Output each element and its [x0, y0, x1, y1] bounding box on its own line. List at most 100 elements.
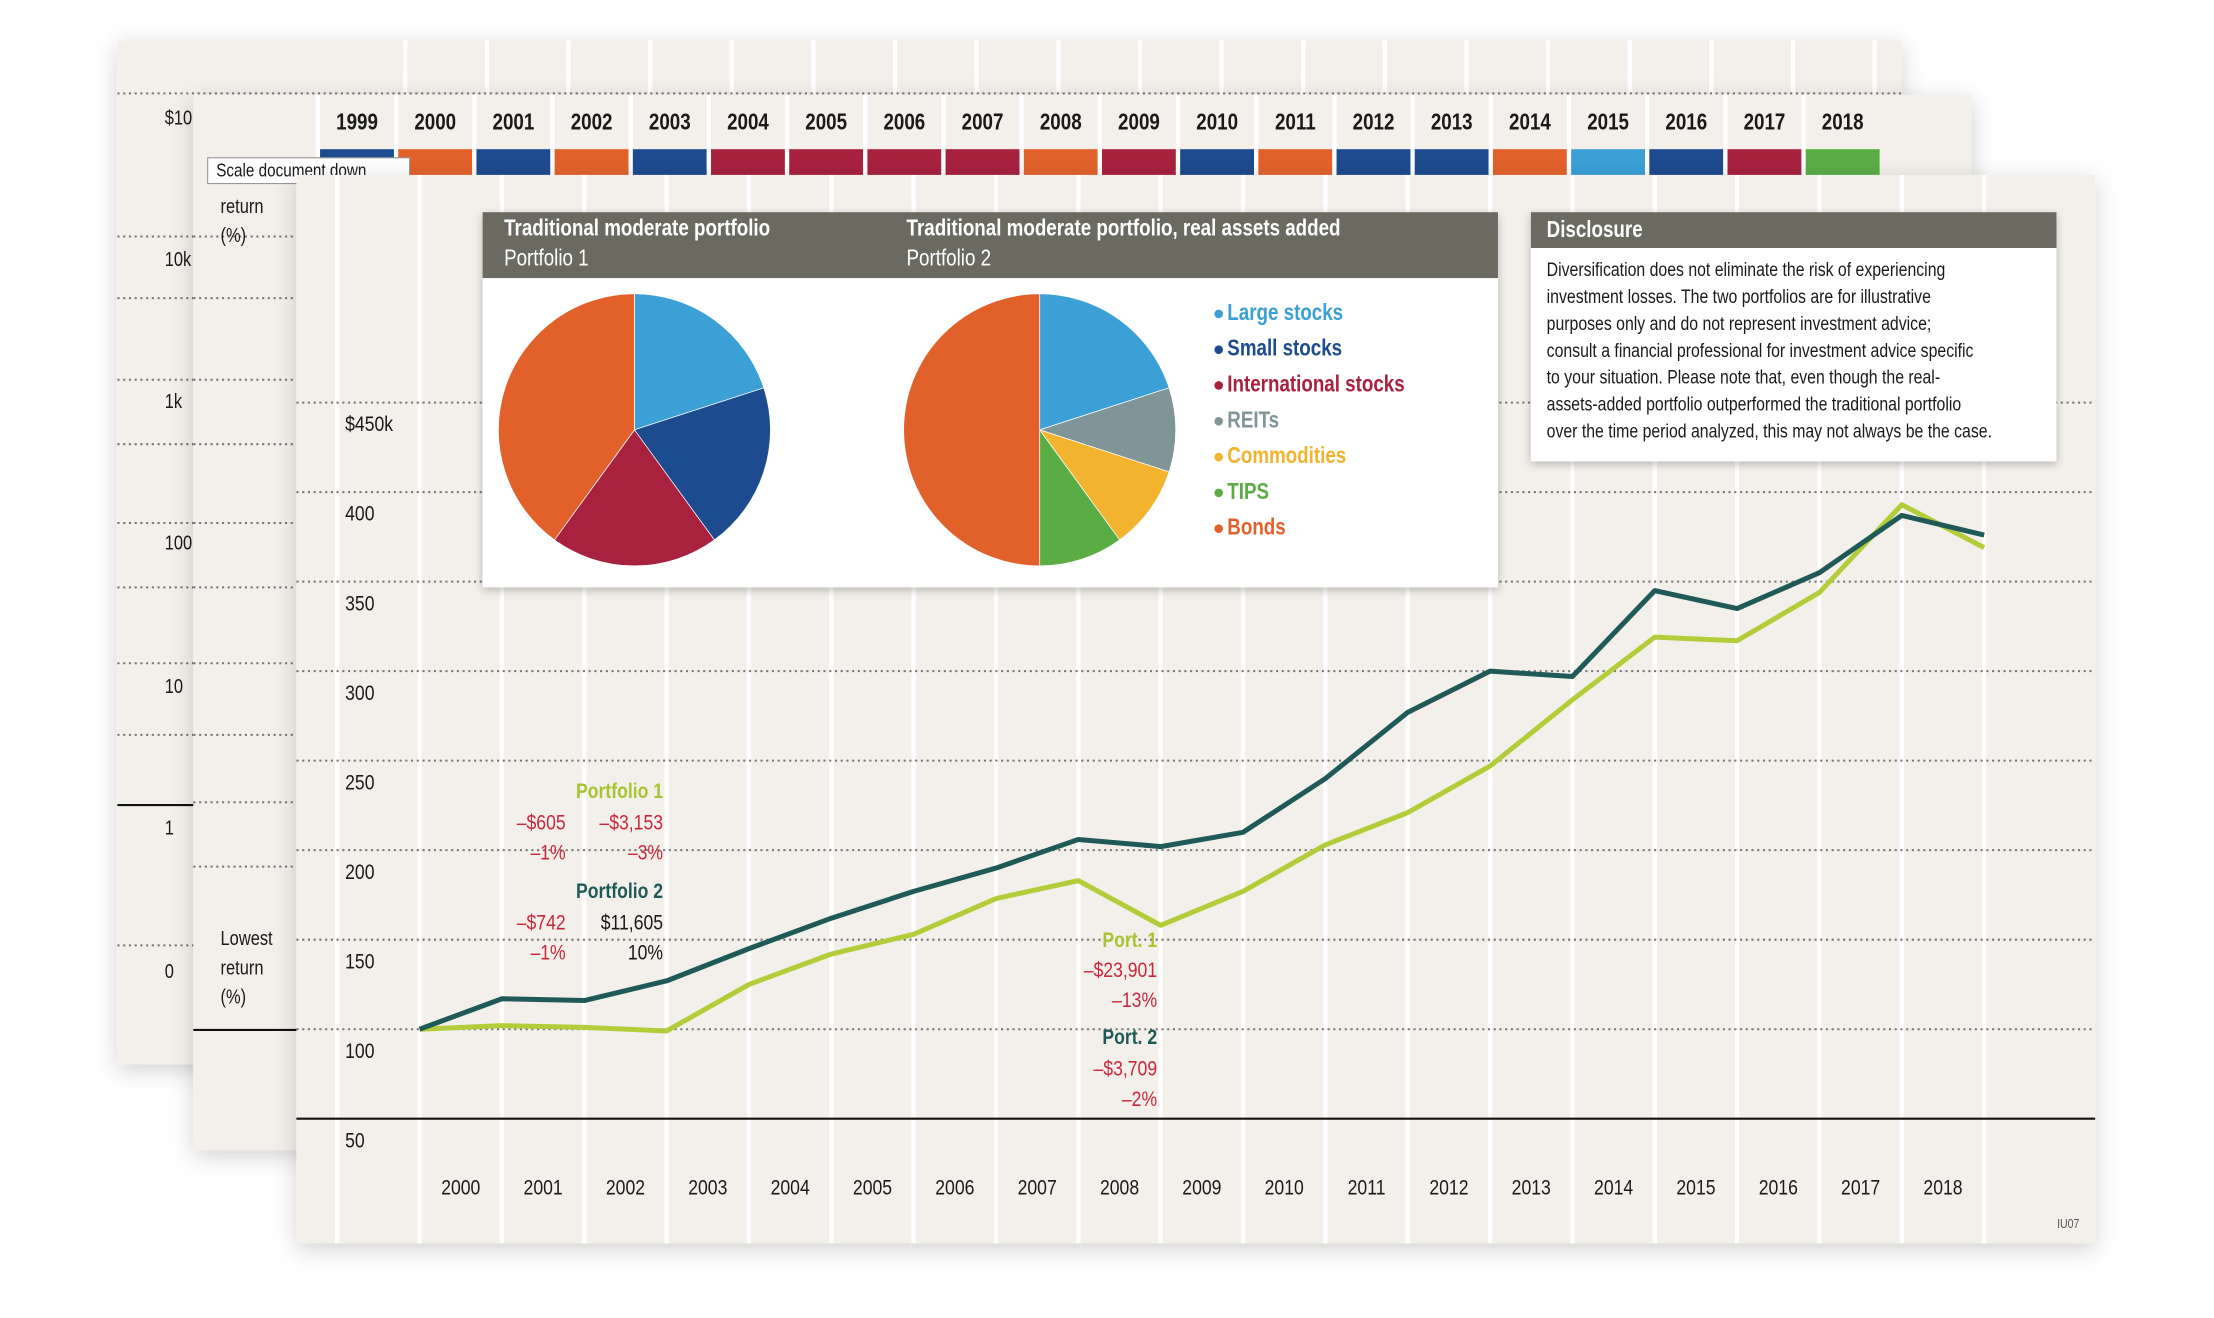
return-cell — [945, 149, 1020, 175]
pie-subtitle: Portfolio 2 — [907, 246, 992, 271]
return-cell — [1414, 149, 1489, 175]
return-cell — [1101, 149, 1176, 175]
back-axis-label: 10k — [165, 248, 192, 271]
annotation: –3% — [628, 841, 663, 865]
return-cell — [1727, 149, 1802, 175]
y-tick-label: 50 — [345, 1129, 365, 1153]
row-label: Lowest — [221, 926, 273, 949]
annotation: –1% — [530, 841, 565, 865]
back-axis-label: 1k — [165, 389, 183, 412]
pie-panel-header — [482, 212, 1498, 279]
legend-bullet — [1214, 416, 1223, 426]
x-tick-label: 2006 — [935, 1176, 974, 1200]
year-header: 2003 — [649, 110, 691, 135]
annotation: –$605 — [517, 811, 566, 835]
year-header: 2015 — [1587, 110, 1629, 135]
y-tick-label: 400 — [345, 502, 374, 526]
figure-code: IU07 — [2057, 1217, 2079, 1231]
x-tick-label: 2014 — [1594, 1176, 1633, 1200]
legend-bullet — [1214, 381, 1223, 390]
return-cell — [1571, 149, 1646, 175]
x-tick-label: 2012 — [1429, 1176, 1468, 1200]
year-header: 2009 — [1118, 110, 1160, 135]
pie-slice — [1038, 429, 1170, 541]
annotation: –1% — [530, 941, 565, 965]
return-cell — [1258, 149, 1333, 175]
y-tick-label: 350 — [345, 592, 374, 616]
disclosure-title: Disclosure — [1547, 217, 1643, 242]
x-tick-label: 2007 — [1018, 1176, 1057, 1200]
x-tick-label: 2016 — [1759, 1176, 1798, 1200]
year-header: 2006 — [883, 110, 925, 135]
year-header: 2002 — [571, 110, 613, 135]
return-cell — [632, 149, 707, 175]
return-cell — [789, 149, 864, 175]
annotation: $11,605 — [601, 911, 663, 935]
annotation: –$3,709 — [1093, 1057, 1157, 1081]
year-header: 2017 — [1744, 110, 1786, 135]
year-header: 1999 — [336, 110, 378, 135]
series-line — [418, 512, 1985, 1032]
x-tick-label: 2010 — [1265, 1176, 1304, 1200]
back-axis-label: 100 — [165, 531, 192, 554]
y-tick-label: 300 — [345, 681, 374, 705]
back-axis-label: 0 — [165, 959, 174, 982]
year-header: 2014 — [1509, 110, 1551, 135]
pie-slice — [1038, 387, 1177, 473]
disclosure-line: investment losses. The two portfolios ar… — [1547, 285, 1931, 307]
pie-subtitle: Portfolio 1 — [504, 246, 589, 271]
pie-slice — [498, 293, 635, 541]
x-tick-label: 2008 — [1100, 1176, 1139, 1200]
legend-label: Bonds — [1227, 515, 1285, 540]
x-tick-label: 2000 — [441, 1176, 480, 1200]
return-cell — [711, 149, 785, 175]
x-tick-label: 2004 — [771, 1176, 810, 1200]
x-tick-label: 2009 — [1182, 1176, 1221, 1200]
x-tick-label: 2011 — [1348, 1176, 1386, 1200]
pie-slice — [903, 293, 1041, 567]
back-axis-label: 10 — [165, 674, 183, 697]
disclosure-line: over the time period analyzed, this may … — [1547, 420, 1992, 442]
year-header: 2000 — [414, 110, 456, 135]
return-cell — [1649, 149, 1724, 175]
legend-label: International stocks — [1227, 372, 1404, 397]
year-header: 2012 — [1353, 110, 1395, 135]
row-label: return — [221, 956, 264, 979]
y-tick-label: 100 — [345, 1039, 374, 1063]
year-header: 2005 — [805, 110, 847, 135]
year-header: 2011 — [1275, 110, 1316, 135]
pie-title: Traditional moderate portfolio — [504, 216, 770, 241]
disclosure-line: purposes only and do not represent inves… — [1547, 312, 1932, 334]
disclosure-line: Diversification does not eliminate the r… — [1547, 259, 1946, 281]
legend-label: Commodities — [1227, 443, 1346, 468]
row-label: (%) — [221, 223, 247, 246]
disclosure-line: to your situation. Please note that, eve… — [1547, 366, 1941, 388]
pie-slice — [553, 429, 715, 567]
year-header: 2008 — [1040, 110, 1082, 135]
year-header: 2013 — [1431, 110, 1473, 135]
x-tick-label: 2017 — [1841, 1176, 1880, 1200]
return-cell — [398, 149, 473, 175]
return-cell — [867, 149, 942, 175]
annotation: –$23,901 — [1084, 958, 1157, 982]
legend-label: REITs — [1227, 408, 1279, 433]
year-header: 2007 — [962, 110, 1004, 135]
disclosure-line: consult a financial professional for inv… — [1547, 339, 1974, 361]
row-label: return — [221, 195, 264, 218]
annotation: –$742 — [517, 911, 566, 935]
x-tick-label: 2015 — [1676, 1176, 1715, 1200]
return-cell — [1492, 149, 1567, 175]
x-tick-label: 2002 — [606, 1176, 645, 1200]
legend-bullet — [1214, 309, 1223, 319]
year-header: 2001 — [493, 110, 535, 135]
annotation: –$3,153 — [599, 811, 663, 835]
legend-bullet — [1214, 452, 1223, 462]
year-header: 2010 — [1196, 110, 1238, 135]
return-cell — [1023, 149, 1098, 175]
annotation: Port. 2 — [1102, 1026, 1157, 1050]
year-header: 2018 — [1822, 110, 1864, 135]
disclosure-box — [1530, 212, 2057, 462]
y-tick-label: 250 — [345, 771, 374, 795]
